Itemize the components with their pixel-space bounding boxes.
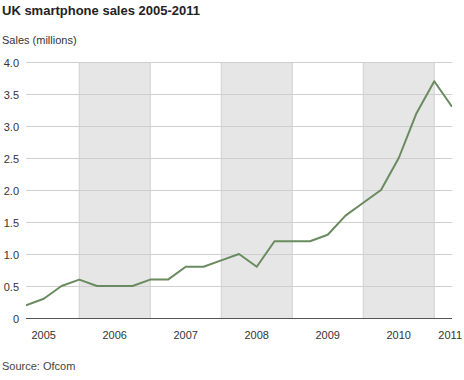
y-axis-label: Sales (millions) <box>2 34 77 46</box>
grid-line <box>26 158 452 159</box>
y-tick-label: 1.5 <box>4 217 19 229</box>
y-tick-label: 2.5 <box>4 153 19 165</box>
grid-line <box>26 126 452 127</box>
y-tick-label: 4.0 <box>4 57 19 69</box>
sales-line <box>26 81 452 305</box>
y-tick-label: 1.0 <box>4 249 19 261</box>
source: Source: Ofcom <box>2 360 75 372</box>
y-tick-label: 0 <box>13 313 19 325</box>
grid-line <box>26 62 452 63</box>
y-tick-label: 0.5 <box>4 281 19 293</box>
chart: 0 0.5 1.0 1.5 2.0 2.5 3.0 3.5 4.0 2005 2006 2007 200… <box>0 0 464 380</box>
y-tick-label: 2.0 <box>4 185 19 197</box>
x-tick-label: 2007 <box>174 329 198 341</box>
y-tick-label: 3.0 <box>4 121 19 133</box>
x-tick-label: 2006 <box>103 329 127 341</box>
series-group <box>26 81 452 305</box>
x-tick-label: 2011 <box>438 329 462 341</box>
title: UK smartphone sales 2005-2011 <box>2 3 200 18</box>
x-axis <box>26 318 452 319</box>
x-tick-label: 2009 <box>316 329 340 341</box>
x-tick-label: 2010 <box>387 329 411 341</box>
grid-line <box>26 190 452 191</box>
y-tick-label: 3.5 <box>4 89 19 101</box>
x-tick-label: 2008 <box>245 329 269 341</box>
x-tick-label: 2005 <box>32 329 56 341</box>
y-grid <box>26 63 452 287</box>
grid-line <box>26 222 452 223</box>
grid-line <box>26 94 452 95</box>
grid-line <box>26 286 452 287</box>
